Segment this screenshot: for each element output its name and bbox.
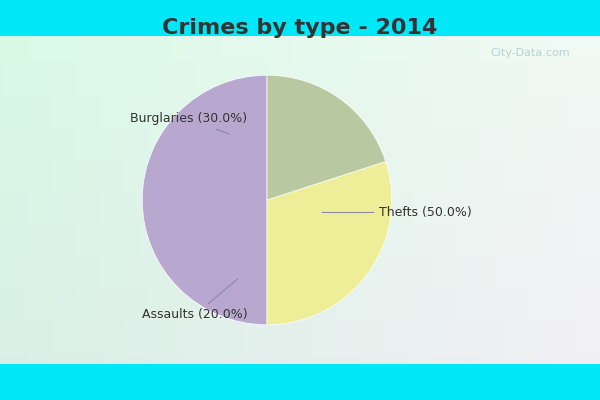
Text: Burglaries (30.0%): Burglaries (30.0%) xyxy=(130,112,247,134)
Text: Crimes by type - 2014: Crimes by type - 2014 xyxy=(163,18,437,38)
Text: Assaults (20.0%): Assaults (20.0%) xyxy=(142,279,248,321)
Text: Thefts (50.0%): Thefts (50.0%) xyxy=(322,206,472,219)
Wedge shape xyxy=(267,162,392,325)
Wedge shape xyxy=(142,75,267,325)
Text: City-Data.com: City-Data.com xyxy=(490,48,570,58)
Wedge shape xyxy=(267,75,386,200)
